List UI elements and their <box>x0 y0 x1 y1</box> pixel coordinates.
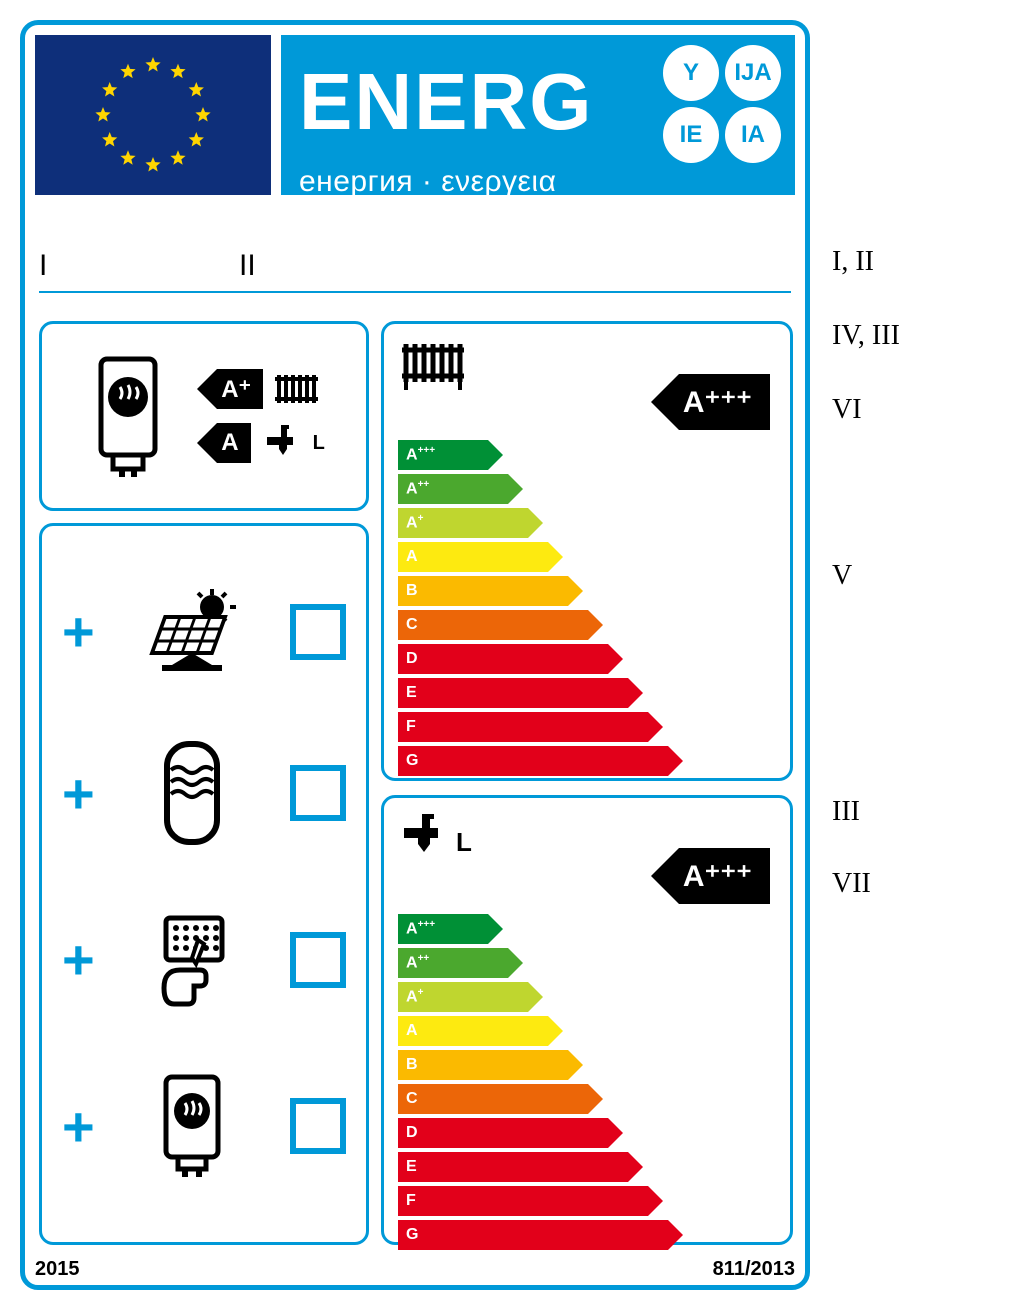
radiator-icon <box>398 338 468 392</box>
footer-regulation: 811/2013 <box>713 1258 795 1281</box>
heating-scale: A+++A++A+ABCDEFG <box>398 440 790 776</box>
tap-small-icon <box>261 423 303 463</box>
component-boiler: + <box>62 1071 346 1181</box>
plus-icon: + <box>62 927 95 992</box>
water-scale: A+++A++A+ABCDEFG <box>398 914 790 1250</box>
suffix-ia: IA <box>725 107 781 163</box>
checkbox[interactable] <box>290 604 346 660</box>
header: ENERG Y IJA IE IA енергия · ενεργεια <box>25 25 805 195</box>
heating-rating-tag: A⁺⁺⁺ <box>679 374 770 430</box>
heating-class-tag: A⁺ <box>217 369 263 409</box>
supplier-field-1: I <box>39 249 47 283</box>
suffix-y: Y <box>663 45 719 101</box>
control-icon <box>137 910 247 1010</box>
footer: 2015 811/2013 <box>35 1258 795 1281</box>
annotation-4: V <box>832 560 852 592</box>
heater-panel: A⁺ A <box>39 321 369 511</box>
tap-icon <box>398 812 452 858</box>
plus-icon: + <box>62 1094 95 1159</box>
heater-icon <box>83 351 173 481</box>
suffix-ija: IJA <box>725 45 781 101</box>
energy-title: ENERG <box>299 62 594 142</box>
annotation-1: I, II <box>832 246 874 278</box>
radiator-small-icon <box>273 369 323 409</box>
plus-icon: + <box>62 599 95 664</box>
component-control: + <box>62 910 346 1010</box>
plus-icon: + <box>62 761 95 826</box>
energy-banner: ENERG Y IJA IE IA енергия · ενεργεια <box>281 35 795 195</box>
energy-label: ENERG Y IJA IE IA енергия · ενεργεια I I… <box>20 20 810 1290</box>
boiler-icon <box>137 1071 247 1181</box>
component-solar: + <box>62 587 346 677</box>
checkbox[interactable] <box>290 932 346 988</box>
heating-scale-panel: A⁺⁺⁺ A+++A++A+ABCDEFG <box>381 321 793 781</box>
annotation-2: IV, III <box>832 320 900 352</box>
annotation-5: III <box>832 796 860 828</box>
annotation-6: VII <box>832 868 871 900</box>
footer-year: 2015 <box>35 1258 80 1281</box>
checkbox[interactable] <box>290 1098 346 1154</box>
supplier-field-2: II <box>239 249 256 283</box>
solar-icon <box>137 587 247 677</box>
tap-profile-small: L <box>313 432 325 455</box>
checkbox[interactable] <box>290 765 346 821</box>
tap-profile: L <box>456 827 472 858</box>
water-rating-tag: A⁺⁺⁺ <box>679 848 770 904</box>
page: ENERG Y IJA IE IA енергия · ενεργεια I I… <box>0 0 1024 1316</box>
tank-icon <box>137 738 247 848</box>
water-scale-panel: L A⁺⁺⁺ A+++A++A+ABCDEFG <box>381 795 793 1245</box>
suffix-ie: IE <box>663 107 719 163</box>
components-panel: + <box>39 523 369 1245</box>
water-class-tag: A <box>217 423 250 463</box>
supplier-row: I II <box>39 249 791 293</box>
suffix-grid: Y IJA IE IA <box>663 45 781 163</box>
energy-subtitle: енергия · ενεργεια <box>299 165 785 199</box>
eu-flag <box>35 35 271 195</box>
component-tank: + <box>62 738 346 848</box>
annotation-3: VI <box>832 394 862 426</box>
